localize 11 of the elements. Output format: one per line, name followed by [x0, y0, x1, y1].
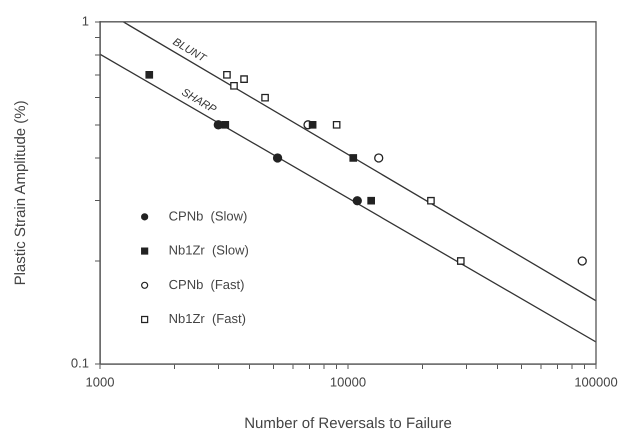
x-tick-label: 10000	[330, 374, 366, 390]
legend-label: Nb1Zr (Fast)	[168, 311, 246, 326]
legend-label: CPNb (Slow)	[168, 208, 248, 224]
y-tick-label: 1	[82, 13, 89, 28]
y-axis-title: Plastic Strain Amplitude (%)	[12, 100, 30, 286]
y-tick-label: 0.1	[70, 356, 89, 371]
legend-label: Nb1Zr (Slow)	[168, 242, 249, 258]
legend-label: CPNb (Fast)	[168, 276, 244, 292]
x-tick-label: 100000	[574, 374, 618, 390]
x-tick-label: 1000	[86, 374, 114, 390]
x-axis-title: Number of Reversals to Failure	[244, 415, 452, 432]
